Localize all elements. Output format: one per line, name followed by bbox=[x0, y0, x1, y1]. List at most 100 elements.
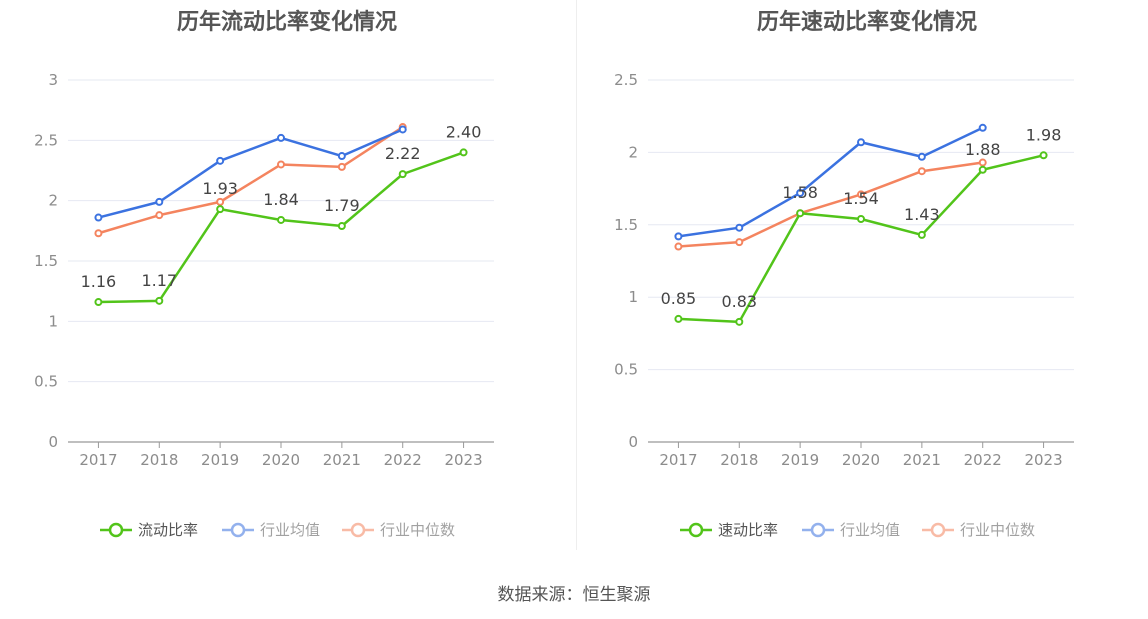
y-tick-label: 0 bbox=[48, 433, 58, 451]
data-point bbox=[94, 298, 103, 307]
chart-panel-current-ratio: 历年流动比率变化情况 0 0.5 1 1.5 2 2.5 3 2017 2018 2019 2020… bbox=[0, 0, 574, 560]
data-label: 1.54 bbox=[843, 189, 879, 208]
legend-label: 速动比率 bbox=[718, 521, 778, 539]
x-tick-label: 2019 bbox=[201, 451, 239, 469]
x-tick-label: 2018 bbox=[720, 451, 758, 469]
data-label: 1.58 bbox=[782, 183, 818, 202]
legend-label: 行业中位数 bbox=[960, 521, 1035, 539]
x-tick-label: 2020 bbox=[262, 451, 300, 469]
data-point bbox=[917, 167, 926, 176]
chart-title: 历年速动比率变化情况 bbox=[756, 10, 977, 35]
legend-marker bbox=[930, 522, 946, 538]
data-point bbox=[796, 188, 805, 197]
data-point bbox=[94, 229, 103, 238]
y-tick-label: 3 bbox=[48, 71, 58, 89]
x-tick-label: 2017 bbox=[79, 451, 117, 469]
y-tick-label: 0.5 bbox=[614, 361, 638, 379]
data-point bbox=[917, 152, 926, 161]
data-point bbox=[857, 215, 865, 224]
data-point bbox=[978, 158, 987, 167]
data-point bbox=[674, 314, 683, 323]
data-point bbox=[277, 133, 285, 142]
data-point bbox=[735, 317, 744, 326]
legend-marker bbox=[350, 522, 366, 538]
y-tick-label: 2 bbox=[48, 192, 58, 210]
legend-marker bbox=[810, 522, 826, 538]
y-tick-label: 0 bbox=[628, 433, 638, 451]
chart-current-ratio: 0 0.5 1 1.5 2 2.5 3 2017 2018 2019 2020 2021 2022 202… bbox=[34, 71, 494, 539]
chart-quick-ratio: 0 0.5 1 1.5 2 2.5 2017 2018 2019 2020 2021 2022 2023… bbox=[614, 71, 1074, 539]
data-label: 1.88 bbox=[965, 140, 1001, 159]
series-line-1 bbox=[98, 128, 404, 219]
data-point bbox=[735, 223, 744, 232]
data-point bbox=[459, 148, 468, 157]
x-tick-label: 2020 bbox=[842, 451, 880, 469]
data-label: 1.79 bbox=[324, 196, 360, 215]
x-tick-label: 2021 bbox=[903, 451, 941, 469]
y-tick-label: 1.5 bbox=[34, 252, 58, 270]
data-label: 1.43 bbox=[904, 205, 940, 224]
data-point bbox=[94, 213, 103, 222]
x-tick-label: 2019 bbox=[781, 451, 819, 469]
legend-item: 速动比率 bbox=[680, 521, 778, 539]
data-label: 1.93 bbox=[202, 179, 238, 198]
chart-title: 历年流动比率变化情况 bbox=[176, 10, 397, 35]
data-label: 0.85 bbox=[661, 289, 697, 308]
y-tick-label: 1 bbox=[48, 312, 58, 330]
data-point bbox=[216, 156, 225, 165]
x-tick-label: 2018 bbox=[140, 451, 178, 469]
legend-label: 行业均值 bbox=[260, 521, 320, 539]
legend-label: 流动比率 bbox=[138, 521, 198, 539]
data-point bbox=[337, 222, 346, 231]
legend-item: 行业中位数 bbox=[922, 521, 1035, 539]
legend-marker bbox=[108, 522, 124, 538]
data-point bbox=[857, 190, 865, 199]
series-line-2 bbox=[678, 161, 983, 248]
x-tick-label: 2022 bbox=[384, 451, 422, 469]
legend-label: 行业均值 bbox=[840, 521, 900, 539]
data-point bbox=[398, 170, 407, 179]
data-point bbox=[337, 162, 346, 171]
data-label: 2.40 bbox=[446, 122, 482, 141]
legend-marker bbox=[230, 522, 246, 538]
data-point bbox=[796, 209, 805, 218]
data-point bbox=[674, 242, 683, 251]
y-tick-label: 2.5 bbox=[614, 71, 638, 89]
data-source: 数据来源：恒生聚源 bbox=[497, 585, 651, 605]
data-point bbox=[155, 211, 164, 220]
series-line-1 bbox=[678, 126, 984, 238]
legend-item: 流动比率 bbox=[100, 521, 198, 539]
x-tick-label: 2023 bbox=[1024, 451, 1062, 469]
data-point bbox=[277, 160, 285, 169]
x-tick-label: 2022 bbox=[964, 451, 1002, 469]
data-point bbox=[216, 197, 225, 206]
x-tick-label: 2017 bbox=[659, 451, 697, 469]
y-tick-label: 1 bbox=[628, 288, 638, 306]
data-label: 1.16 bbox=[81, 272, 117, 291]
data-label: 0.83 bbox=[721, 292, 757, 311]
data-point bbox=[216, 205, 225, 214]
data-point bbox=[155, 296, 164, 305]
legend-item: 行业均值 bbox=[802, 521, 900, 539]
data-point bbox=[155, 197, 164, 206]
data-point bbox=[978, 123, 987, 132]
x-tick-label: 2023 bbox=[444, 451, 482, 469]
data-point bbox=[735, 238, 744, 247]
legend-item: 行业均值 bbox=[222, 521, 320, 539]
data-label: 1.84 bbox=[263, 190, 299, 209]
legend-item: 行业中位数 bbox=[342, 521, 455, 539]
data-point bbox=[674, 232, 683, 241]
data-label: 1.17 bbox=[141, 271, 177, 290]
data-point bbox=[277, 215, 285, 224]
legend-label: 行业中位数 bbox=[380, 521, 455, 539]
series-line-2 bbox=[98, 126, 404, 235]
data-point bbox=[1039, 151, 1048, 160]
x-tick-label: 2021 bbox=[323, 451, 361, 469]
data-point bbox=[398, 125, 407, 134]
y-tick-label: 2 bbox=[628, 143, 638, 161]
data-point bbox=[978, 165, 987, 174]
legend-marker bbox=[688, 522, 704, 538]
y-tick-label: 1.5 bbox=[614, 216, 638, 234]
panel-divider bbox=[576, 0, 577, 550]
data-point bbox=[337, 152, 346, 161]
